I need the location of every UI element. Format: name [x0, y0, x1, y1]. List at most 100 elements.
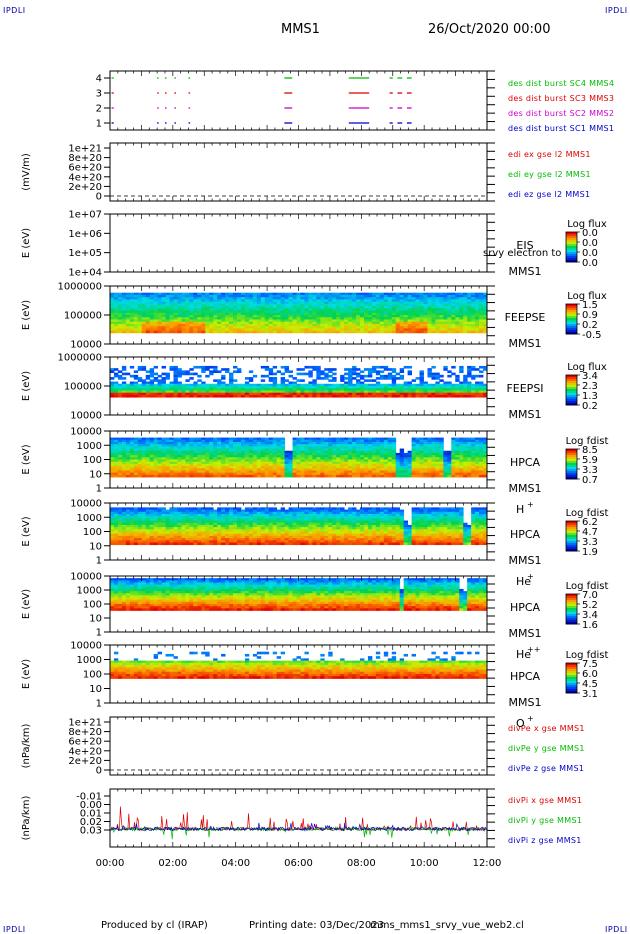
spectrogram-cell [340, 301, 345, 305]
spectrogram-cell [403, 394, 409, 398]
spectrogram-cell [129, 439, 135, 443]
spectrogram-cell [399, 388, 405, 391]
spectrogram-cell [272, 377, 278, 380]
spectrogram-cell [300, 312, 305, 316]
spectrogram-cell [276, 383, 282, 387]
spectrogram-cell [312, 308, 317, 311]
spectrogram-cell [328, 303, 333, 307]
spectrogram-cell [332, 315, 337, 318]
spectrogram-cell [189, 321, 194, 325]
spectrogram-cell [149, 455, 155, 458]
spectrogram-cell [268, 459, 274, 463]
spectrogram-cell [292, 381, 297, 385]
spectrogram-cell [236, 455, 242, 458]
spectrogram-cell [149, 319, 155, 323]
panel-edi-frame [109, 142, 488, 202]
spectrogram-cell [229, 461, 234, 465]
spectrogram-cell [153, 321, 159, 325]
spectrogram-cell [165, 390, 170, 394]
spectrogram-cell [435, 468, 440, 471]
spectrogram-cell [153, 330, 159, 334]
spectrogram-cell [403, 294, 409, 298]
spectrogram-cell [407, 457, 412, 460]
spectrogram-cell [117, 308, 123, 311]
spectrogram-cell [475, 381, 480, 385]
spectrogram-cell [399, 386, 405, 389]
spectrogram-cell [431, 463, 436, 467]
spectrogram-cell [153, 386, 159, 389]
spectrogram-cell [451, 455, 456, 458]
spectrogram-cell [256, 394, 262, 398]
spectrogram-cell [447, 455, 452, 458]
spectrogram-cell [363, 321, 369, 325]
spectrogram-cell [117, 303, 123, 307]
spectrogram-cell [344, 470, 349, 474]
spectrogram-cell [209, 386, 214, 389]
spectrogram-cell [233, 437, 238, 441]
spectrogram-cell [133, 377, 139, 380]
spectrogram-cell [233, 394, 238, 398]
spectrogram-cell [110, 470, 115, 474]
spectrogram-cell [443, 455, 448, 458]
spectrogram-cell [312, 312, 317, 316]
spectrogram-cell [383, 374, 389, 378]
spectrogram-cell [423, 474, 428, 478]
spectrogram-cell [395, 455, 401, 458]
spectrogram-cell [229, 379, 234, 382]
spectrogram-cell [312, 368, 317, 371]
spectrogram-cell [181, 310, 186, 314]
spectrogram-cell [149, 461, 155, 465]
spectrogram-cell [129, 323, 135, 327]
spectrogram-cell [431, 374, 436, 378]
spectrogram-cell [300, 328, 305, 332]
spectrogram-cell [252, 303, 258, 307]
spectrogram-cell [165, 386, 170, 389]
spectrogram-cell [463, 306, 468, 309]
spectrogram-cell [423, 323, 428, 327]
spectrogram-cell [133, 441, 139, 445]
spectrogram-cell [197, 299, 202, 303]
spectrogram-cell [423, 390, 428, 394]
spectrogram-cell [399, 319, 405, 323]
spectrogram-cell [129, 437, 135, 441]
colorbar-segment [566, 379, 577, 382]
spectrogram-cell [137, 392, 143, 396]
spectrogram-cell [229, 452, 234, 456]
spectrogram-cell [352, 390, 357, 394]
spectrogram-cell [336, 439, 341, 443]
spectrogram-cell [252, 461, 258, 465]
spectrogram-cell [125, 310, 131, 314]
spectrogram-cell [316, 394, 321, 398]
spectrogram-cell [121, 292, 127, 296]
spectrogram-cell [379, 461, 385, 465]
spectrogram-cell [193, 386, 198, 389]
spectrogram-cell [483, 292, 488, 296]
spectrogram-cell [229, 381, 234, 385]
spectrogram-cell [304, 308, 309, 311]
spectrogram-cell [165, 388, 170, 391]
spectrogram-cell [320, 461, 325, 465]
spectrogram-cell [328, 439, 333, 443]
spectrogram-cell [348, 439, 353, 443]
spectrogram-cell [240, 315, 246, 318]
spectrogram-cells [110, 292, 488, 334]
spectrogram-cell [419, 294, 424, 298]
spectrogram-cell [288, 315, 293, 318]
spectrogram-cell [475, 292, 480, 296]
spectrogram-cell [157, 317, 162, 320]
spectrogram-cell [209, 292, 214, 296]
spectrogram-cell [205, 470, 210, 474]
spectrogram-cell [479, 388, 484, 391]
spectrogram-cell [316, 461, 321, 465]
spectrogram-cell [201, 470, 206, 474]
spectrogram-cell [110, 370, 115, 374]
spectrogram-cell [439, 297, 444, 300]
spectrogram-cell [363, 294, 369, 298]
spectrogram-cell [110, 301, 115, 305]
spectrogram-cell [367, 459, 373, 463]
spectrogram-cell [133, 330, 139, 334]
spectrogram-cell [165, 303, 170, 307]
spectrogram-cell [252, 470, 258, 474]
spectrogram-cell [423, 381, 428, 385]
spectrogram-cell [332, 392, 337, 396]
